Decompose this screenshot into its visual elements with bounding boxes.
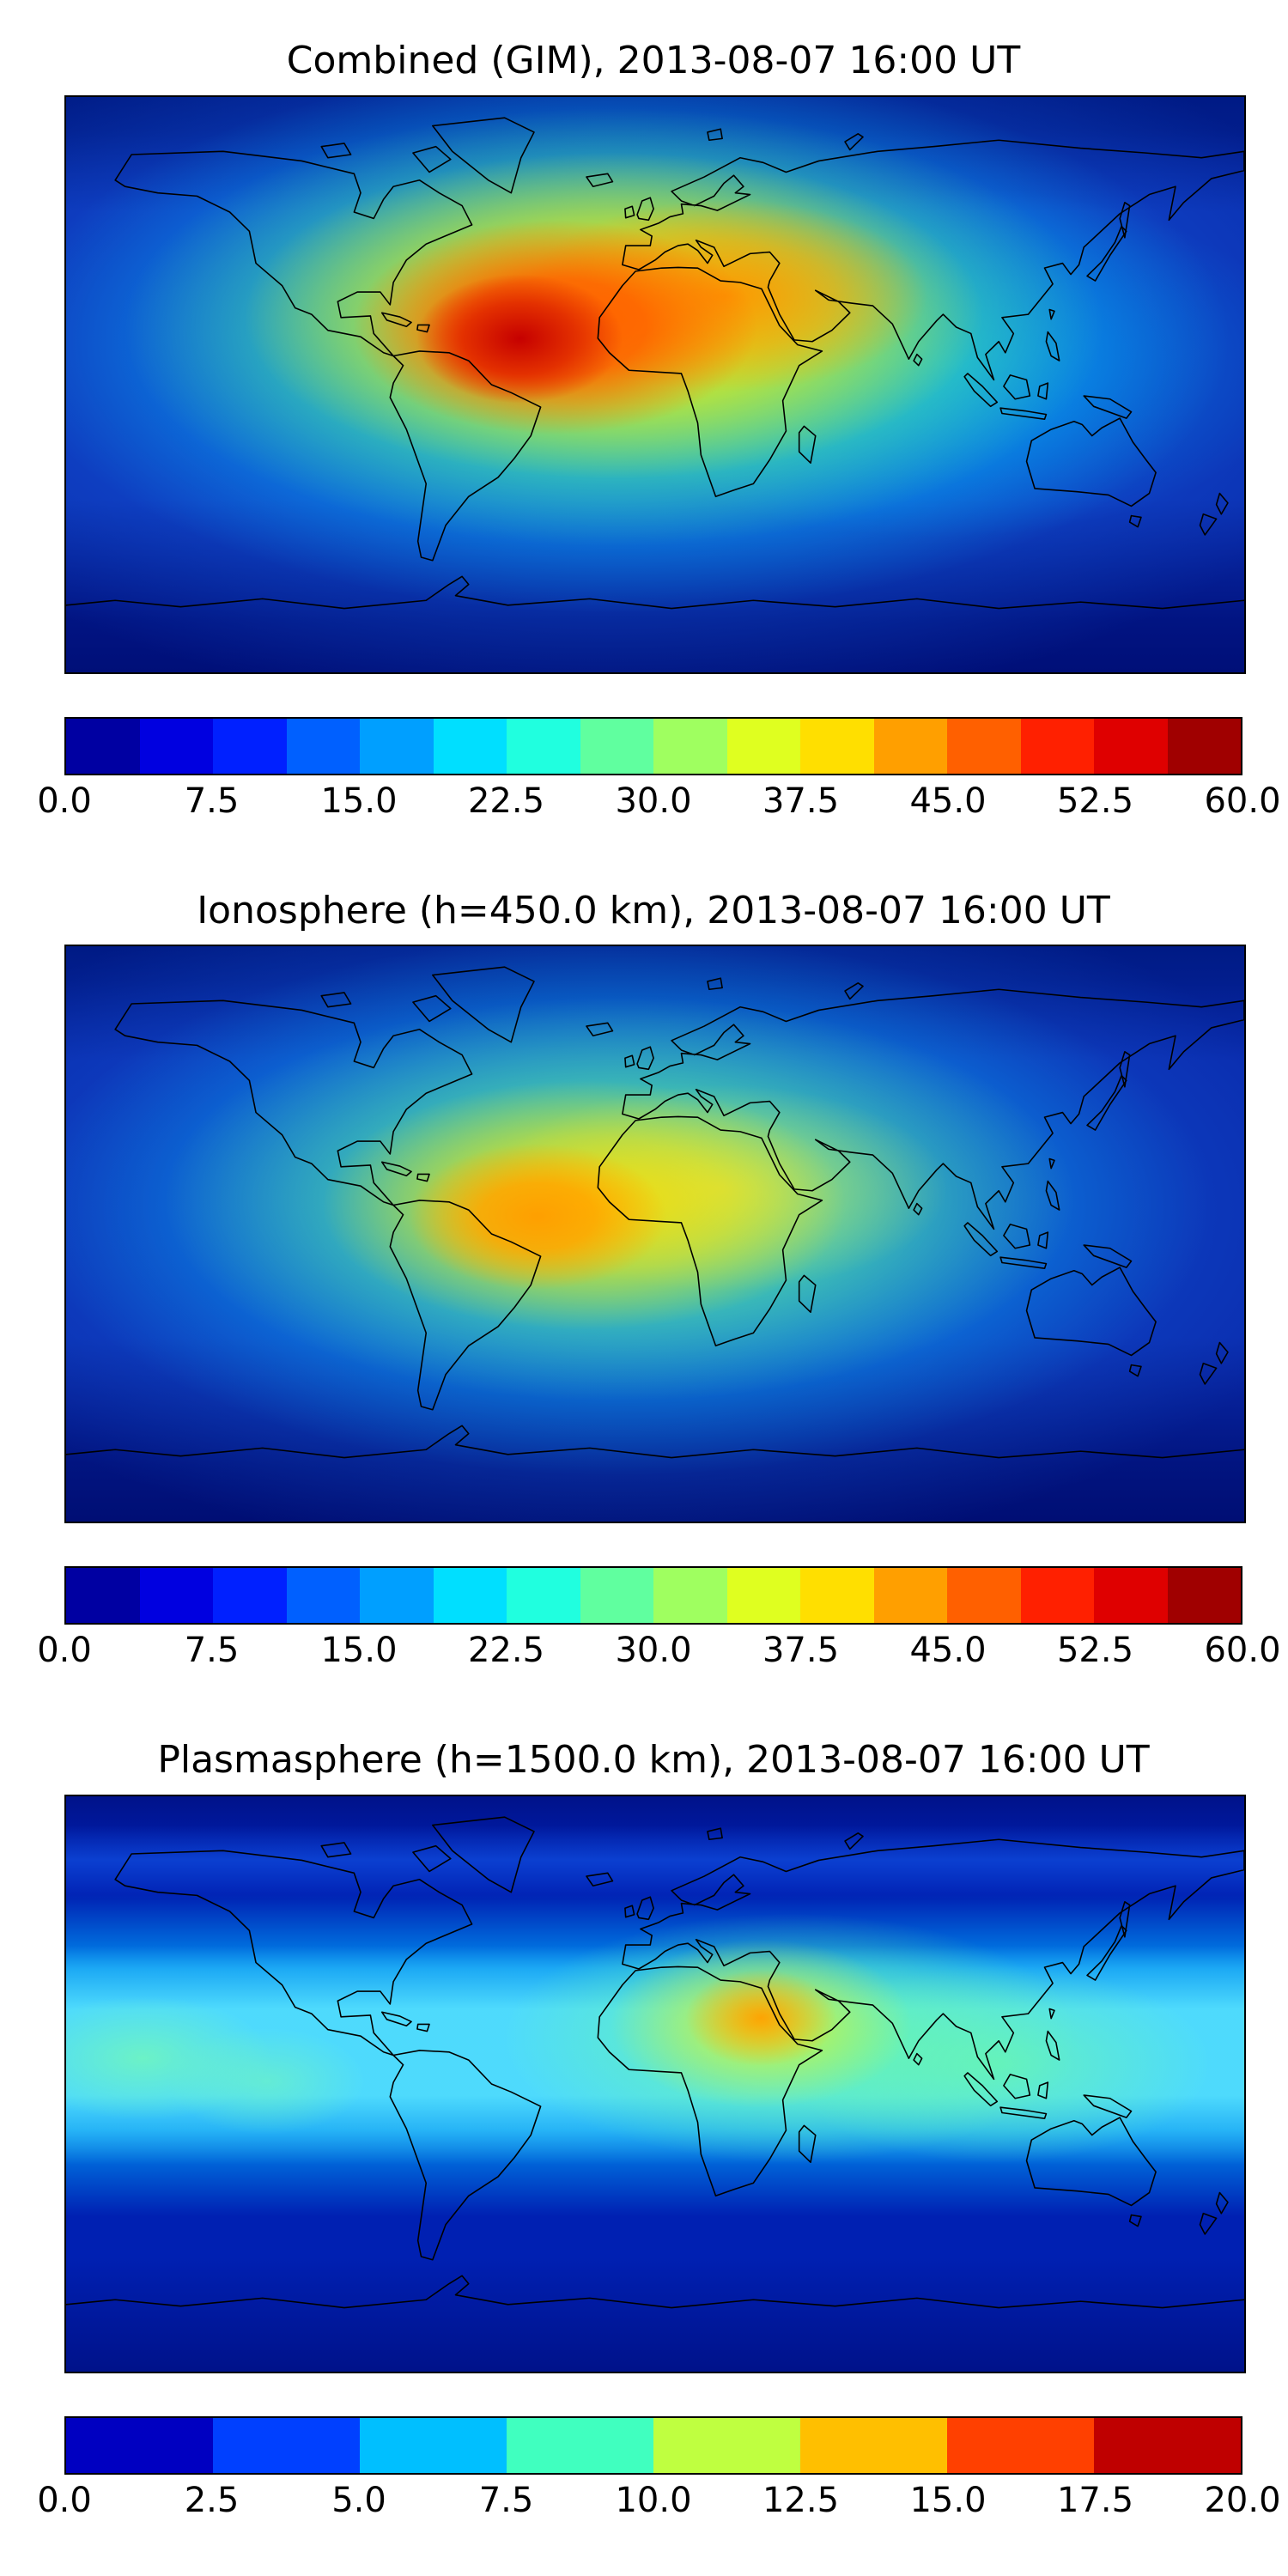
- panel-title-ionosphere: Ionosphere (h=450.0 km), 2013-08-07 16:0…: [197, 888, 1110, 933]
- colorbar-segment: [286, 718, 360, 774]
- colorbar-tick-label: 22.5: [467, 781, 545, 821]
- world-map-ionosphere: [64, 945, 1246, 1524]
- world-map-combined: [64, 94, 1246, 674]
- colorbar-tick-label: 37.5: [762, 1631, 840, 1671]
- colorbar-tick-label: 12.5: [762, 2480, 840, 2520]
- colorbar-segment: [360, 1568, 434, 1624]
- colorbar-segment: [66, 2417, 213, 2473]
- colorbar-ticks-ionosphere: 0.0 7.5 15.0 22.5 30.0 37.5 45.0 52.5 60.0: [37, 1631, 1280, 1672]
- colorbar-segment: [360, 2417, 507, 2473]
- colorbar-segment: [947, 718, 1021, 774]
- colorbar-segment: [213, 2417, 360, 2473]
- colorbar-tick-label: 0.0: [37, 781, 92, 821]
- coastlines-overlay: [66, 97, 1244, 672]
- colorbar-tick-label: 7.5: [478, 2480, 534, 2520]
- panel-plasmasphere: Plasmasphere (h=1500.0 km), 2013-08-07 1…: [37, 1738, 1280, 2522]
- colorbar-segment: [507, 1568, 580, 1624]
- colorbar-tick-label: 17.5: [1056, 2480, 1134, 2520]
- coastlines-overlay: [66, 946, 1244, 1522]
- colorbar-tick-label: 45.0: [909, 781, 987, 821]
- world-map-plasmasphere: [64, 1794, 1246, 2373]
- colorbar-segment: [947, 2417, 1094, 2473]
- colorbar-tick-label: 22.5: [467, 1631, 545, 1671]
- colorbar-tick-label: 52.5: [1056, 1631, 1134, 1671]
- colorbar-tick-label: 2.5: [184, 2480, 240, 2520]
- colorbar-segment: [726, 718, 800, 774]
- colorbar-segment: [507, 718, 580, 774]
- colorbar-segment: [507, 2417, 653, 2473]
- colorbar-segment: [66, 1568, 140, 1624]
- colorbar-segment: [800, 718, 874, 774]
- colorbar-tick-label: 60.0: [1204, 1631, 1281, 1671]
- colorbar-tick-label: 30.0: [615, 781, 692, 821]
- colorbar-segment: [873, 1568, 947, 1624]
- colorbar-segment: [213, 718, 287, 774]
- colorbar-segment: [873, 718, 947, 774]
- colorbar-segment: [800, 2417, 947, 2473]
- colorbar-segment: [653, 718, 727, 774]
- colorbar-tick-label: 7.5: [184, 781, 240, 821]
- panel-ionosphere: Ionosphere (h=450.0 km), 2013-08-07 16:0…: [37, 888, 1280, 1673]
- coastlines-overlay: [66, 1796, 1244, 2372]
- colorbar-tick-label: 15.0: [909, 2480, 987, 2520]
- colorbar-tick-label: 10.0: [615, 2480, 692, 2520]
- colorbar-segment: [800, 1568, 874, 1624]
- colorbar-segment: [66, 718, 140, 774]
- panel-combined: Combined (GIM), 2013-08-07 16:00 UT 0.0 7…: [37, 39, 1280, 823]
- colorbar-tick-label: 15.0: [320, 781, 398, 821]
- colorbar-tick-label: 30.0: [615, 1631, 692, 1671]
- colorbar-segment: [213, 1568, 287, 1624]
- colorbar-segment: [286, 1568, 360, 1624]
- colorbar-tick-label: 52.5: [1056, 781, 1134, 821]
- colorbar-segment: [139, 718, 213, 774]
- colorbar-tick-label: 0.0: [37, 2480, 92, 2520]
- colorbar-segment: [433, 718, 507, 774]
- colorbar-tick-label: 37.5: [762, 781, 840, 821]
- colorbar-tick-label: 7.5: [184, 1631, 240, 1671]
- colorbar-segment: [1020, 1568, 1094, 1624]
- colorbar-ticks-combined: 0.0 7.5 15.0 22.5 30.0 37.5 45.0 52.5 60.0: [37, 781, 1280, 823]
- colorbar-segment: [653, 1568, 727, 1624]
- colorbar-plasmasphere: [64, 2415, 1242, 2475]
- colorbar-segment: [139, 1568, 213, 1624]
- colorbar-segment: [1020, 718, 1094, 774]
- panel-title-combined: Combined (GIM), 2013-08-07 16:00 UT: [286, 39, 1021, 82]
- colorbar-segment: [580, 718, 653, 774]
- colorbar-ionosphere: [64, 1566, 1242, 1625]
- colorbar-segment: [653, 2417, 800, 2473]
- colorbar-segment: [1094, 718, 1168, 774]
- colorbar-segment: [1094, 1568, 1168, 1624]
- colorbar-segment: [1167, 1568, 1241, 1624]
- colorbar-combined: [64, 716, 1242, 775]
- colorbar-tick-label: 60.0: [1204, 781, 1281, 821]
- colorbar-segment: [1094, 2417, 1241, 2473]
- colorbar-segment: [1167, 718, 1241, 774]
- colorbar-tick-label: 0.0: [37, 1631, 92, 1671]
- colorbar-ticks-plasmasphere: 0.0 2.5 5.0 7.5 10.0 12.5 15.0 17.5 20.0: [37, 2480, 1280, 2522]
- colorbar-segment: [726, 1568, 800, 1624]
- colorbar-segment: [433, 1568, 507, 1624]
- colorbar-tick-label: 20.0: [1204, 2480, 1281, 2520]
- colorbar-tick-label: 5.0: [331, 2480, 386, 2520]
- panel-title-plasmasphere: Plasmasphere (h=1500.0 km), 2013-08-07 1…: [157, 1738, 1150, 1783]
- colorbar-tick-label: 45.0: [909, 1631, 987, 1671]
- colorbar-segment: [360, 718, 434, 774]
- colorbar-segment: [580, 1568, 653, 1624]
- tec-maps-figure: Combined (GIM), 2013-08-07 16:00 UT 0.0 7…: [37, 39, 1280, 2522]
- colorbar-segment: [947, 1568, 1021, 1624]
- colorbar-tick-label: 15.0: [320, 1631, 398, 1671]
